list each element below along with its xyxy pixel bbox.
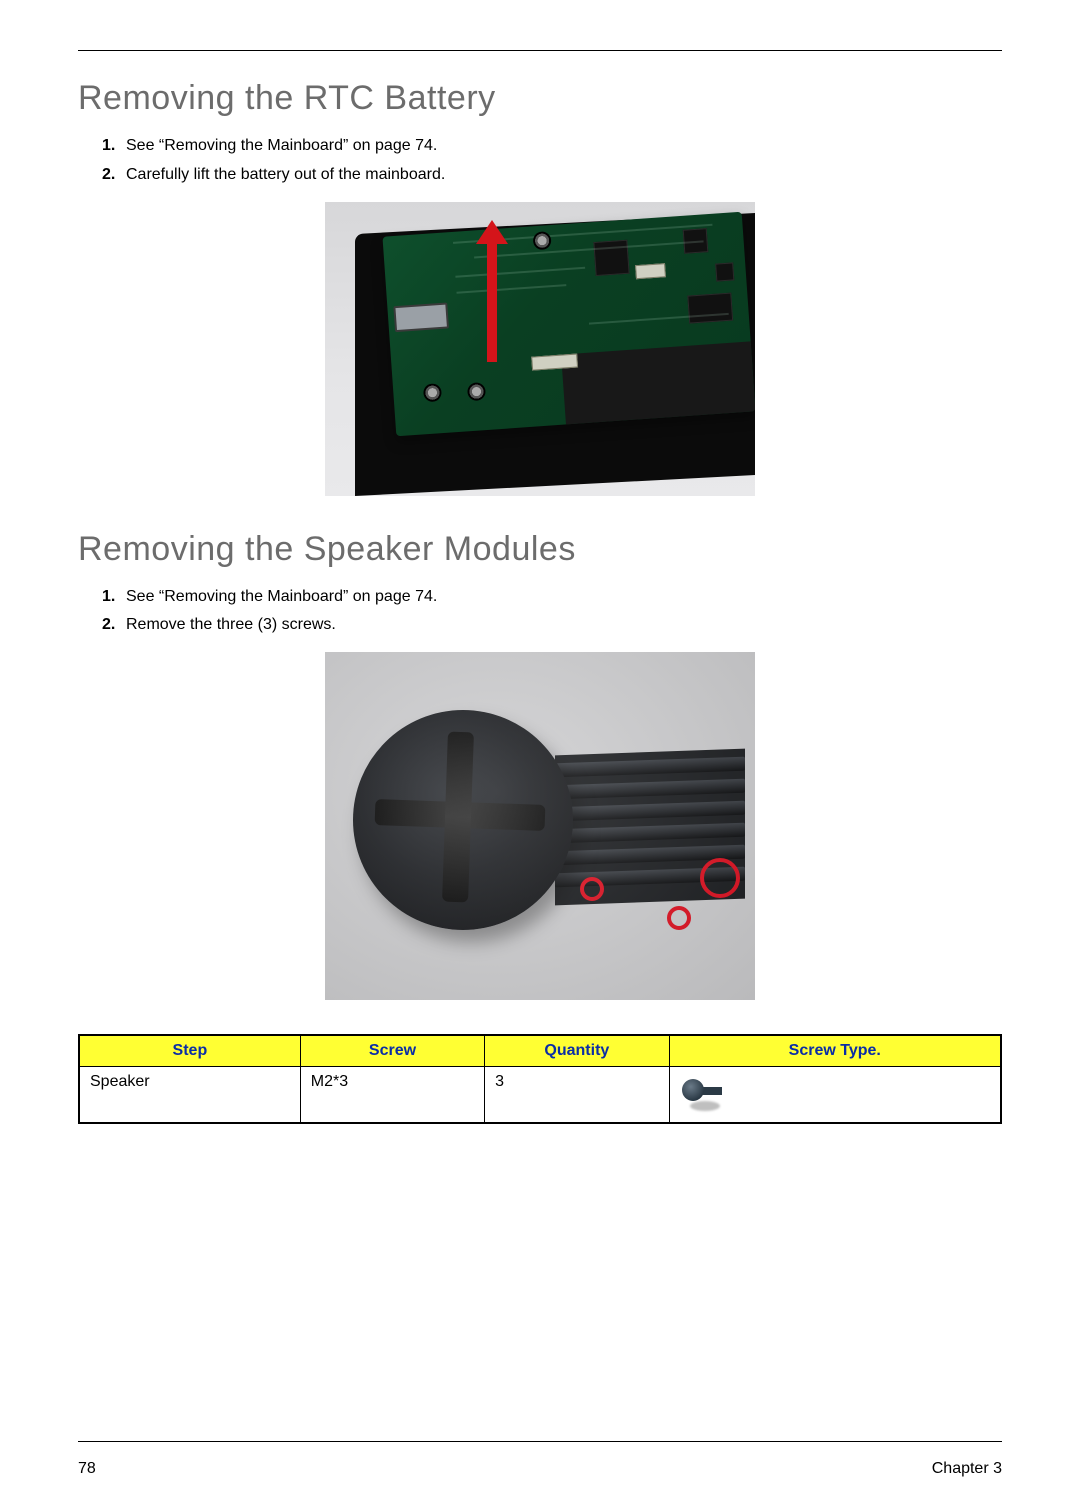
th-type: Screw Type. xyxy=(669,1035,1001,1067)
th-qty: Quantity xyxy=(485,1035,669,1067)
step-text: See “Removing the Mainboard” on page 74. xyxy=(126,137,437,154)
chapter-label: Chapter 3 xyxy=(932,1460,1002,1478)
th-step: Step xyxy=(79,1035,300,1067)
section1-step-1: 1.See “Removing the Mainboard” on page 7… xyxy=(102,134,1002,159)
section2-steps: 1.See “Removing the Mainboard” on page 7… xyxy=(78,585,1002,639)
step-text: See “Removing the Mainboard” on page 74. xyxy=(126,588,437,605)
section-title-speaker: Removing the Speaker Modules xyxy=(78,530,1002,569)
td-screw: M2*3 xyxy=(300,1067,484,1123)
screw-location-marker-icon xyxy=(667,906,691,930)
screw-illustration xyxy=(325,652,755,1000)
screw-location-marker-icon xyxy=(700,858,740,898)
th-screw: Screw xyxy=(300,1035,484,1067)
td-step: Speaker xyxy=(79,1067,300,1123)
table-header-row: Step Screw Quantity Screw Type. xyxy=(79,1035,1001,1067)
figure-screw xyxy=(78,652,1002,1000)
td-type xyxy=(669,1067,1001,1123)
section-title-rtc: Removing the RTC Battery xyxy=(78,79,1002,118)
bottom-rule xyxy=(78,1441,1002,1442)
figure-mainboard xyxy=(78,202,1002,496)
lift-arrow-icon xyxy=(487,242,497,362)
table-row: Speaker M2*3 3 xyxy=(79,1067,1001,1123)
step-text: Remove the three (3) screws. xyxy=(126,616,336,633)
section1-steps: 1.See “Removing the Mainboard” on page 7… xyxy=(78,134,1002,188)
td-qty: 3 xyxy=(485,1067,669,1123)
screw-type-icon xyxy=(680,1073,726,1113)
section2-step-2: 2.Remove the three (3) screws. xyxy=(102,613,1002,638)
screw-table: Step Screw Quantity Screw Type. Speaker … xyxy=(78,1034,1002,1124)
section1-step-2: 2.Carefully lift the battery out of the … xyxy=(102,163,1002,188)
page-number: 78 xyxy=(78,1460,96,1478)
mainboard-illustration xyxy=(325,202,755,496)
top-rule xyxy=(78,50,1002,51)
step-text: Carefully lift the battery out of the ma… xyxy=(126,166,445,183)
screw-location-marker-icon xyxy=(580,877,604,901)
section2-step-1: 1.See “Removing the Mainboard” on page 7… xyxy=(102,585,1002,610)
